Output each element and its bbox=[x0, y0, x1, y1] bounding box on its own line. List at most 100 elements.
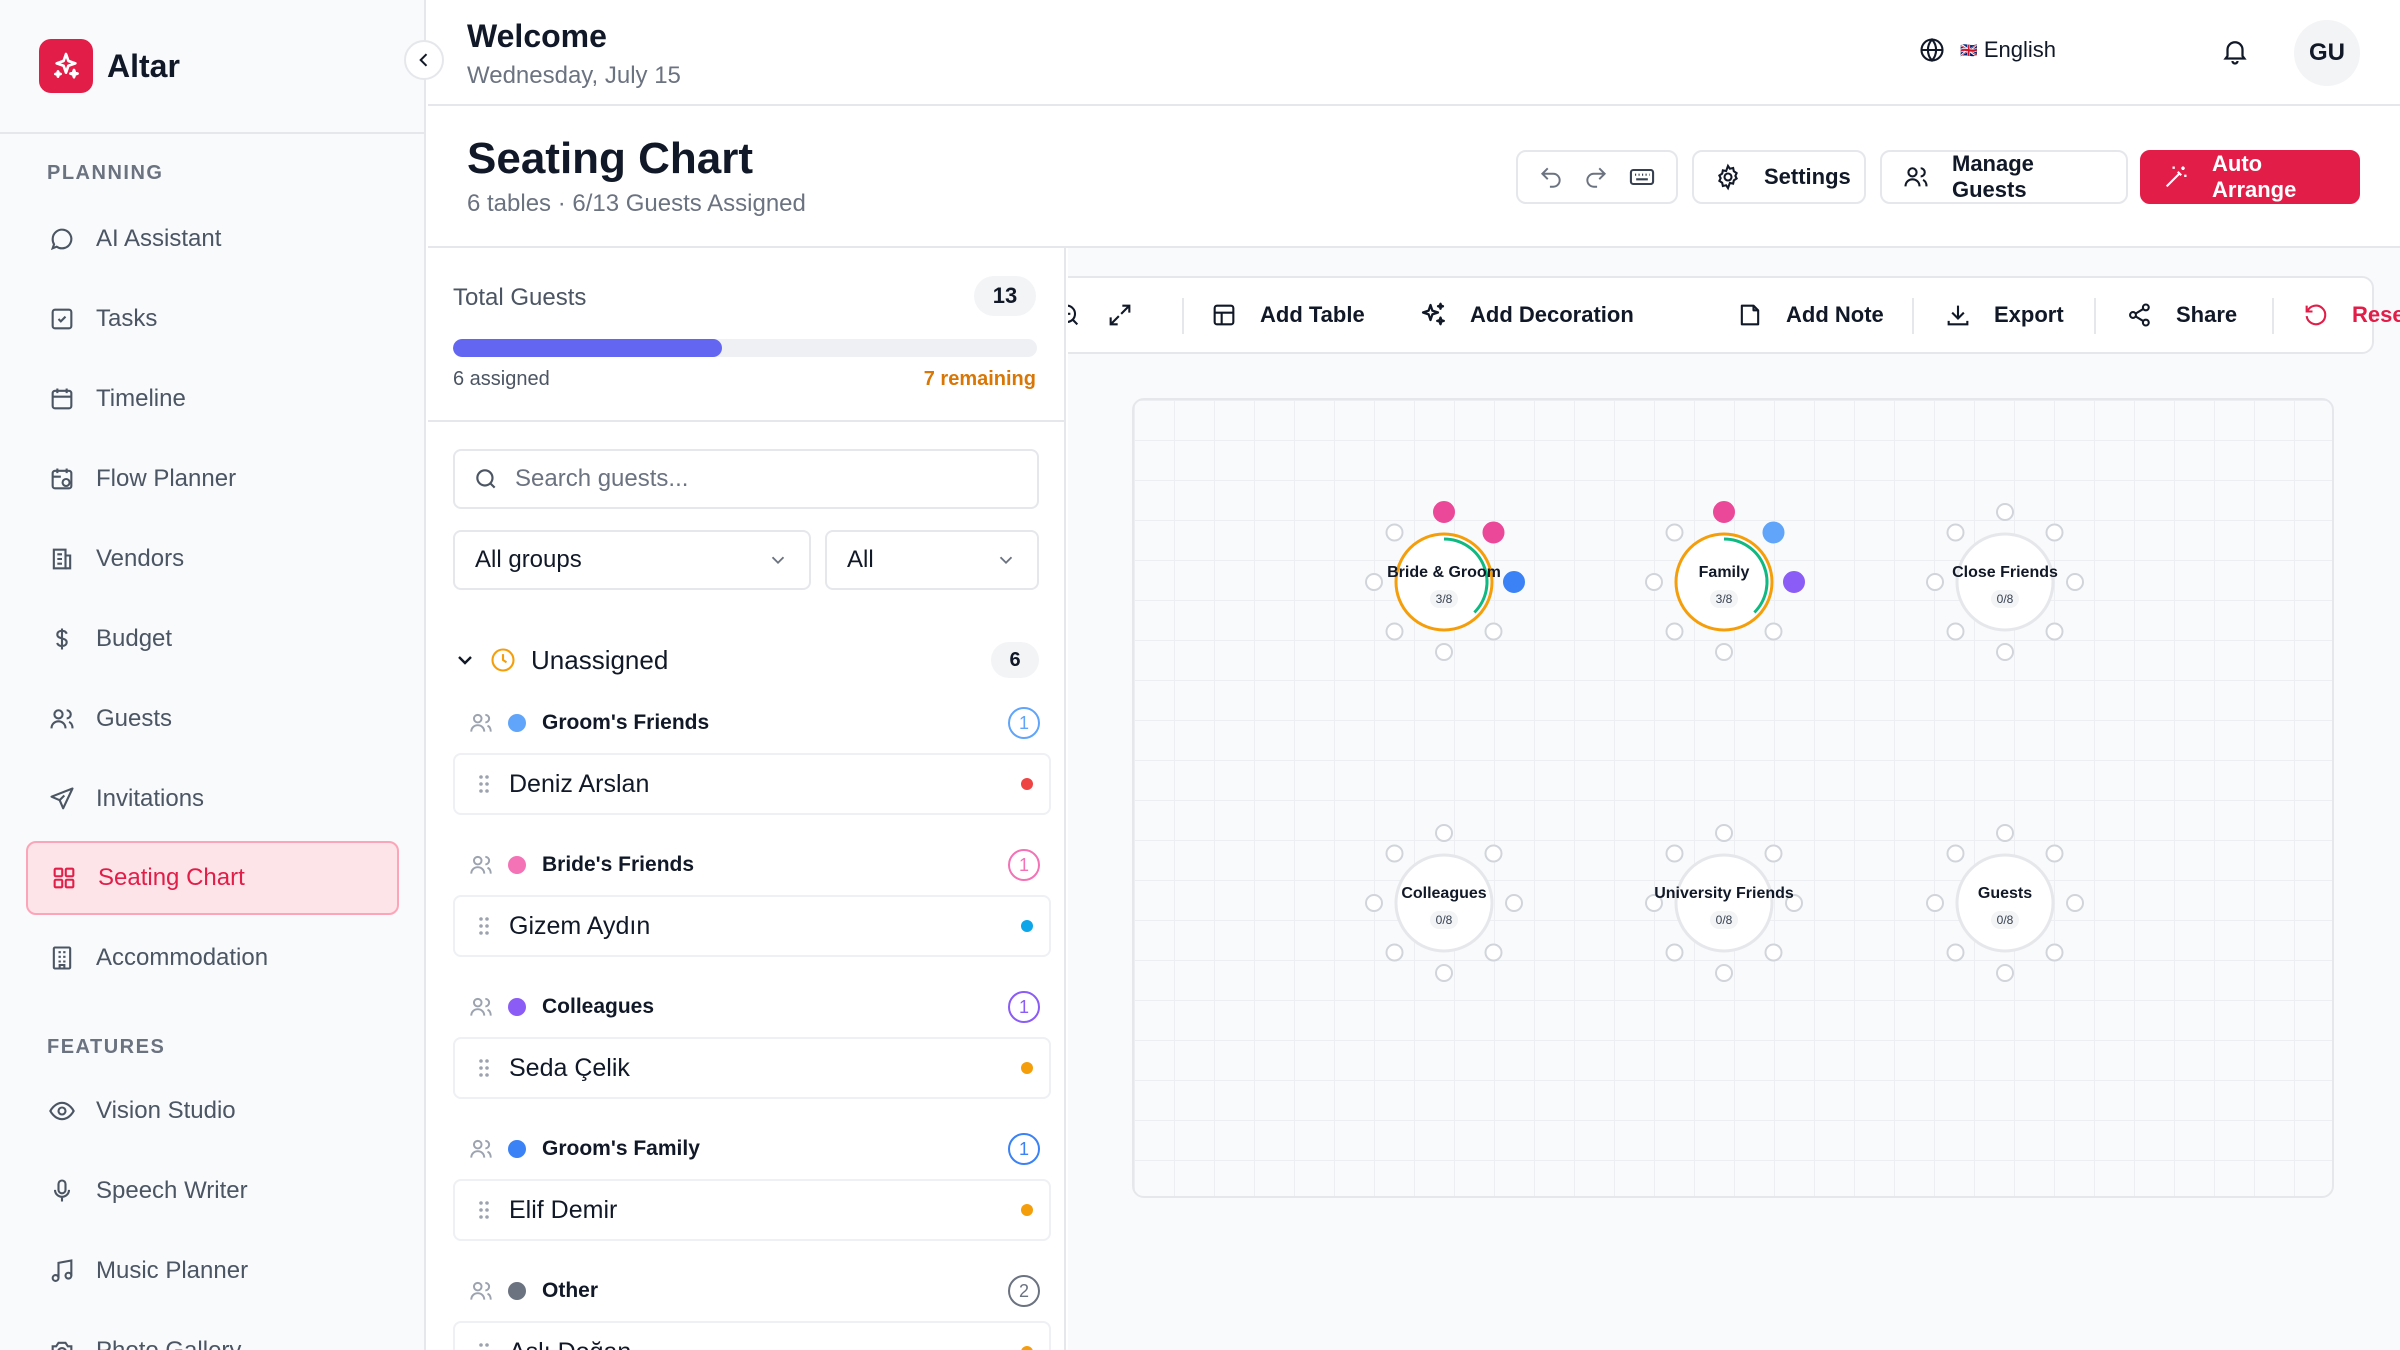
empty-seat[interactable] bbox=[1715, 643, 1733, 661]
empty-seat[interactable] bbox=[1435, 964, 1453, 982]
empty-seat[interactable] bbox=[1946, 844, 1965, 863]
occupied-seat[interactable] bbox=[1503, 571, 1525, 593]
sidebar-item-guests[interactable]: Guests bbox=[26, 682, 399, 756]
share-button[interactable]: Share bbox=[2126, 278, 2237, 352]
search-input[interactable] bbox=[515, 465, 1015, 493]
sidebar-item-invitations[interactable]: Invitations bbox=[26, 762, 399, 836]
empty-seat[interactable] bbox=[1435, 643, 1453, 661]
seating-table[interactable]: Guests 0/8 bbox=[1905, 803, 2105, 1003]
occupied-seat[interactable] bbox=[1482, 521, 1505, 544]
empty-seat[interactable] bbox=[1665, 523, 1684, 542]
sidebar-item-music-planner[interactable]: Music Planner bbox=[26, 1234, 399, 1308]
drag-handle-icon[interactable] bbox=[477, 914, 491, 938]
guest-card[interactable]: Aslı Doğan bbox=[453, 1321, 1051, 1350]
keyboard-icon[interactable] bbox=[1628, 163, 1656, 191]
collapse-sidebar-button[interactable] bbox=[404, 40, 444, 80]
group-filter-select[interactable]: All groups bbox=[453, 530, 811, 590]
subgroup-header[interactable]: Other 2 bbox=[468, 1271, 1040, 1311]
empty-seat[interactable] bbox=[1926, 573, 1944, 591]
empty-seat[interactable] bbox=[2045, 844, 2064, 863]
sidebar-item-accommodation[interactable]: Accommodation bbox=[26, 921, 399, 995]
sidebar-item-photo-gallery[interactable]: Photo Gallery bbox=[26, 1314, 399, 1350]
sidebar-item-vision-studio[interactable]: Vision Studio bbox=[26, 1074, 399, 1148]
subgroup-header[interactable]: Groom's Family 1 bbox=[468, 1129, 1040, 1169]
empty-seat[interactable] bbox=[2045, 523, 2064, 542]
guest-card[interactable]: Elif Demir bbox=[453, 1179, 1051, 1241]
seating-table[interactable]: Close Friends 0/8 bbox=[1905, 482, 2105, 682]
sidebar-item-timeline[interactable]: Timeline bbox=[26, 362, 399, 436]
sidebar-item-ai-assistant[interactable]: AI Assistant bbox=[26, 202, 399, 276]
seating-table[interactable]: Bride & Groom 3/8 bbox=[1344, 482, 1544, 682]
sidebar-item-speech-writer[interactable]: Speech Writer bbox=[26, 1154, 399, 1228]
language-selector[interactable]: 🇬🇧 English bbox=[1918, 36, 2056, 64]
redo-icon[interactable] bbox=[1583, 164, 1609, 190]
empty-seat[interactable] bbox=[1665, 943, 1684, 962]
empty-seat[interactable] bbox=[2066, 573, 2084, 591]
empty-seat[interactable] bbox=[2045, 622, 2064, 641]
add-table-button[interactable]: Add Table bbox=[1210, 278, 1365, 352]
empty-seat[interactable] bbox=[1665, 622, 1684, 641]
empty-seat[interactable] bbox=[1996, 643, 2014, 661]
subgroup-header[interactable]: Bride's Friends 1 bbox=[468, 845, 1040, 885]
brand[interactable]: Altar bbox=[0, 0, 424, 134]
empty-seat[interactable] bbox=[1764, 844, 1783, 863]
occupied-seat[interactable] bbox=[1713, 501, 1735, 523]
empty-seat[interactable] bbox=[1365, 573, 1383, 591]
subgroup-header[interactable]: Groom's Friends 1 bbox=[468, 703, 1040, 743]
empty-seat[interactable] bbox=[1645, 894, 1663, 912]
empty-seat[interactable] bbox=[1385, 523, 1404, 542]
empty-seat[interactable] bbox=[1946, 943, 1965, 962]
zoom-in-button[interactable] bbox=[1068, 278, 1082, 352]
sidebar-item-flow-planner[interactable]: Flow Planner bbox=[26, 442, 399, 516]
empty-seat[interactable] bbox=[1365, 894, 1383, 912]
guest-card[interactable]: Deniz Arslan bbox=[453, 753, 1051, 815]
empty-seat[interactable] bbox=[1385, 622, 1404, 641]
empty-seat[interactable] bbox=[1926, 894, 1944, 912]
empty-seat[interactable] bbox=[2045, 943, 2064, 962]
guest-card[interactable]: Gizem Aydın bbox=[453, 895, 1051, 957]
manage-guests-button[interactable]: Manage Guests bbox=[1880, 150, 2128, 204]
empty-seat[interactable] bbox=[1715, 964, 1733, 982]
empty-seat[interactable] bbox=[1946, 622, 1965, 641]
empty-seat[interactable] bbox=[2066, 894, 2084, 912]
seating-table[interactable]: University Friends 0/8 bbox=[1624, 803, 1824, 1003]
empty-seat[interactable] bbox=[1645, 573, 1663, 591]
notifications-button[interactable] bbox=[2220, 36, 2250, 66]
undo-icon[interactable] bbox=[1538, 164, 1564, 190]
empty-seat[interactable] bbox=[1715, 824, 1733, 842]
occupied-seat[interactable] bbox=[1433, 501, 1455, 523]
seating-table[interactable]: Family 3/8 bbox=[1624, 482, 1824, 682]
empty-seat[interactable] bbox=[1946, 523, 1965, 542]
sidebar-item-tasks[interactable]: Tasks bbox=[26, 282, 399, 356]
subgroup-header[interactable]: Colleagues 1 bbox=[468, 987, 1040, 1027]
empty-seat[interactable] bbox=[1484, 844, 1503, 863]
empty-seat[interactable] bbox=[1435, 824, 1453, 842]
drag-handle-icon[interactable] bbox=[477, 1056, 491, 1080]
empty-seat[interactable] bbox=[1996, 503, 2014, 521]
reset-button[interactable]: Reset bbox=[2302, 278, 2400, 352]
export-button[interactable]: Export bbox=[1944, 278, 2064, 352]
empty-seat[interactable] bbox=[1764, 943, 1783, 962]
empty-seat[interactable] bbox=[1505, 894, 1523, 912]
empty-seat[interactable] bbox=[1764, 622, 1783, 641]
drag-handle-icon[interactable] bbox=[477, 1198, 491, 1222]
empty-seat[interactable] bbox=[1996, 964, 2014, 982]
empty-seat[interactable] bbox=[1484, 943, 1503, 962]
auto-arrange-button[interactable]: Auto Arrange bbox=[2140, 150, 2360, 204]
empty-seat[interactable] bbox=[1385, 943, 1404, 962]
seating-table[interactable]: Colleagues 0/8 bbox=[1344, 803, 1544, 1003]
drag-handle-icon[interactable] bbox=[477, 1340, 491, 1350]
occupied-seat[interactable] bbox=[1783, 571, 1805, 593]
status-filter-select[interactable]: All bbox=[825, 530, 1039, 590]
guest-card[interactable]: Seda Çelik bbox=[453, 1037, 1051, 1099]
sidebar-item-seating-chart[interactable]: Seating Chart bbox=[26, 841, 399, 915]
fullscreen-button[interactable] bbox=[1106, 278, 1134, 352]
drag-handle-icon[interactable] bbox=[477, 772, 491, 796]
sidebar-item-budget[interactable]: Budget bbox=[26, 602, 399, 676]
user-avatar[interactable]: GU bbox=[2294, 20, 2360, 86]
settings-button[interactable]: Settings bbox=[1692, 150, 1866, 204]
add-note-button[interactable]: Add Note bbox=[1736, 278, 1884, 352]
occupied-seat[interactable] bbox=[1762, 521, 1785, 544]
empty-seat[interactable] bbox=[1785, 894, 1803, 912]
sidebar-item-vendors[interactable]: Vendors bbox=[26, 522, 399, 596]
